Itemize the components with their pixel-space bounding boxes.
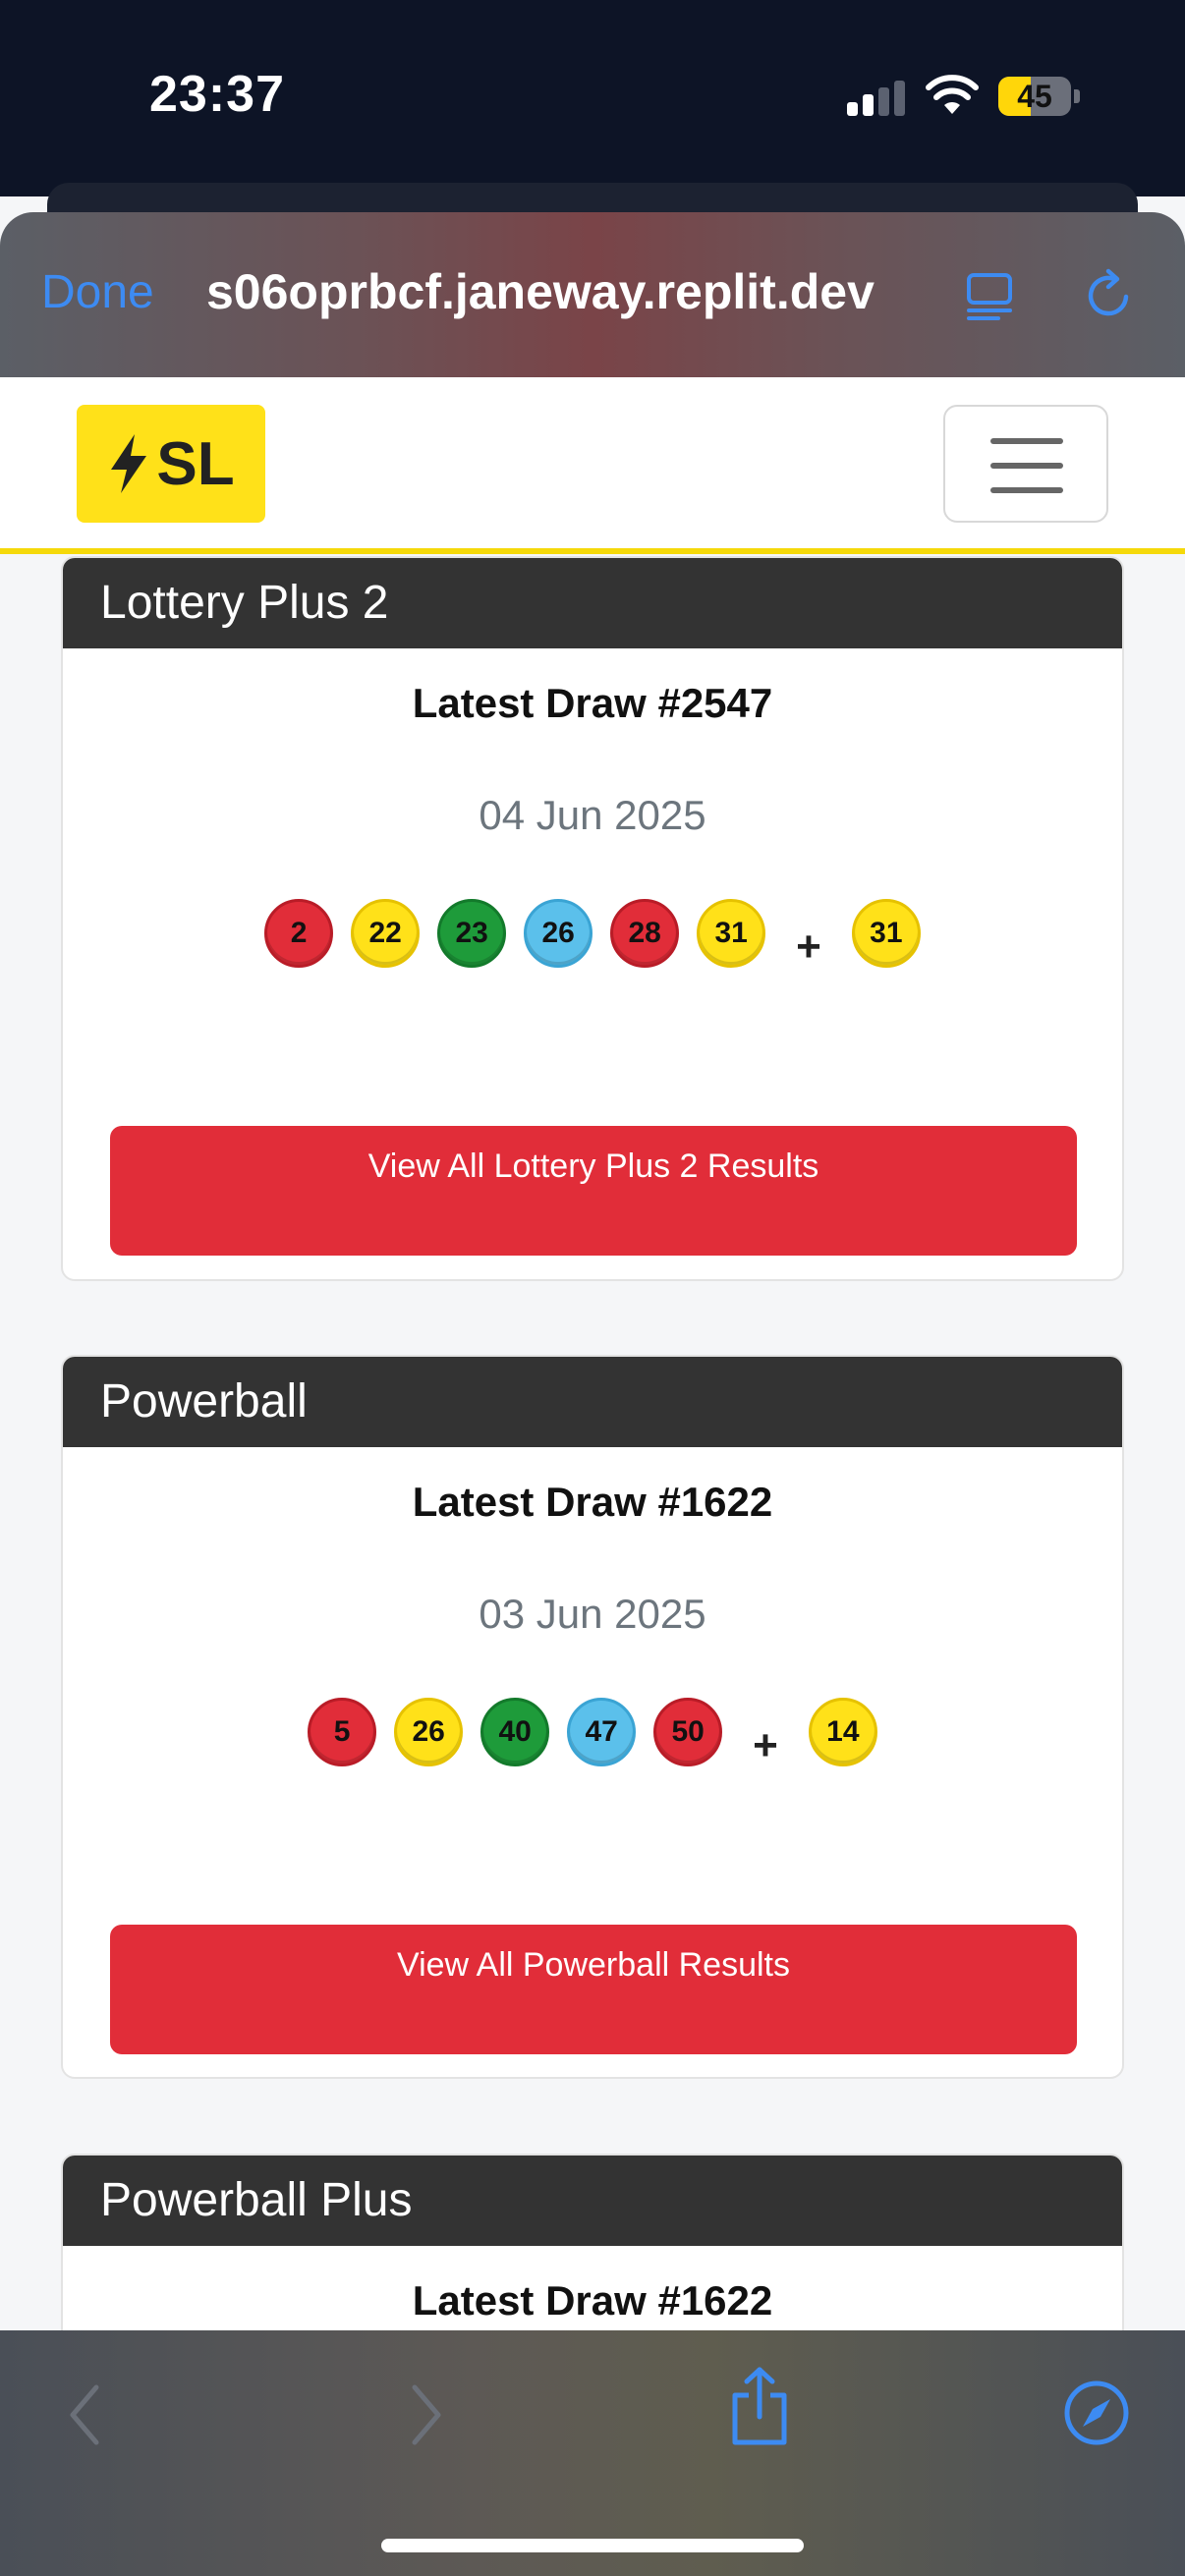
reload-icon[interactable] [1081,267,1136,322]
lottery-ball: 47 [567,1698,637,1766]
lightning-bolt-icon [111,434,147,493]
ball-row: 5 26 40 47 50 +14 [63,1696,1122,1769]
bonus-ball: 31 [851,899,921,968]
reader-mode-icon[interactable] [965,269,1014,322]
lottery-ball: 31 [697,899,766,968]
bonus-ball: 14 [808,1698,877,1766]
logo-text: SL [156,429,235,498]
draw-title: Latest Draw #1622 [412,2277,773,2324]
draw-title: Latest Draw #1622 [412,1479,773,1525]
card-title: Lottery Plus 2 [63,558,1122,648]
draw-date: 04 Jun 2025 [479,792,706,838]
lottery-card-powerball: Powerball Latest Draw #1622 03 Jun 2025 … [61,1355,1124,2079]
bonus-plus-sign: + [753,1721,778,1769]
site-logo[interactable]: SL [77,405,265,523]
forward-icon[interactable] [407,2381,446,2448]
lottery-ball: 50 [653,1698,723,1766]
menu-toggle-button[interactable] [943,405,1108,523]
status-bar: 23:37 45 [0,0,1185,196]
ball-row: 2 22 23 26 28 31 +31 [63,897,1122,971]
compass-icon[interactable] [1063,2380,1130,2446]
share-icon[interactable] [727,2366,792,2448]
battery-percent: 45 [1017,79,1052,114]
clock: 23:37 [149,66,285,123]
url-field[interactable]: s06oprbcf.janeway.replit.dev [206,264,875,319]
wifi-icon [926,75,979,114]
lottery-card-lottery-plus-2: Lottery Plus 2 Latest Draw #2547 04 Jun … [61,556,1124,1281]
battery-icon: 45 [998,77,1080,116]
draw-date: 03 Jun 2025 [479,1591,706,1637]
view-all-results-button[interactable]: View All Powerball Results [110,1925,1077,2054]
done-button[interactable]: Done [41,266,154,318]
lottery-ball: 5 [308,1698,377,1766]
lottery-ball: 26 [394,1698,464,1766]
view-all-results-button[interactable]: View All Lottery Plus 2 Results [110,1126,1077,1256]
lottery-card-powerball-plus: Powerball Plus Latest Draw #1622 [61,2154,1124,2448]
lottery-ball: 22 [351,899,421,968]
card-title: Powerball [63,1357,1122,1447]
site-navbar: SL [0,377,1185,554]
lottery-ball: 28 [610,899,680,968]
home-indicator [381,2539,804,2552]
bonus-plus-sign: + [796,923,821,971]
lottery-ball: 2 [264,899,334,968]
lottery-ball: 23 [437,899,507,968]
cellular-signal-icon [847,81,906,116]
back-icon[interactable] [65,2381,104,2448]
browser-toolbar [0,2330,1185,2576]
browser-address-bar: Done s06oprbcf.janeway.replit.dev [0,212,1185,377]
card-title: Powerball Plus [63,2156,1122,2246]
lottery-ball: 40 [480,1698,550,1766]
draw-title: Latest Draw #2547 [412,680,773,726]
lottery-ball: 26 [524,899,593,968]
